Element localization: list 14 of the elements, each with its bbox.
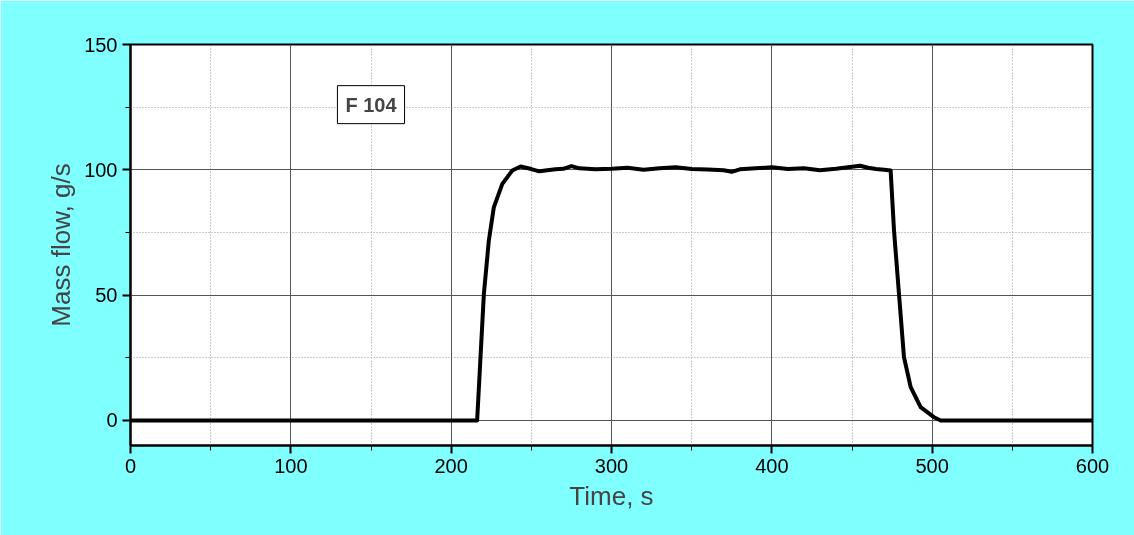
x-tick-label: 0 [124,454,137,477]
x-tick-label: 300 [594,454,629,477]
y-tick-label: 100 [84,158,118,181]
y-tick-label: 0 [106,409,118,432]
x-tick-label: 600 [1075,454,1110,477]
x-axis-title: Time, s [569,480,654,511]
y-tick-label: 150 [84,33,118,56]
x-tick-label: 200 [434,454,468,477]
y-axis-title: Mass flow, g/s [46,163,77,327]
x-tick-label: 500 [915,454,949,477]
annotation: F 104 [345,93,398,116]
y-tick-label: 50 [95,284,118,307]
x-tick-label: 100 [274,454,308,477]
x-tick-label: 400 [755,454,789,477]
